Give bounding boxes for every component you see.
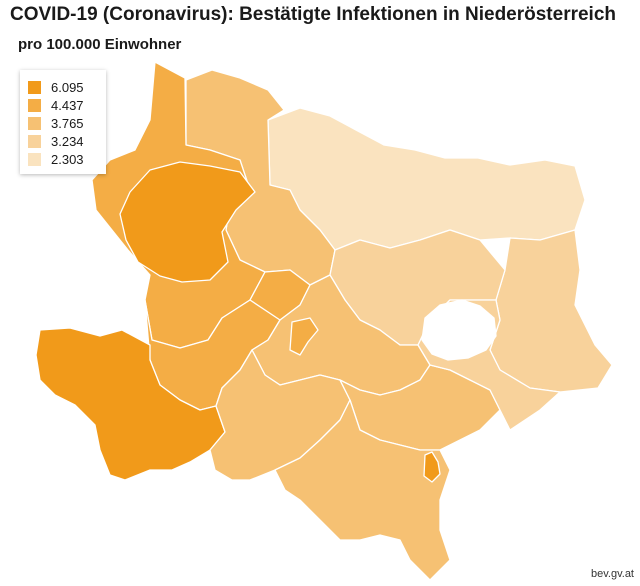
district-wiener-neustadt-city[interactable] — [423, 451, 441, 483]
legend-swatch — [28, 116, 41, 130]
legend-item: 3.765 — [28, 114, 98, 132]
legend-item: 4.437 — [28, 96, 98, 114]
legend-label: 4.437 — [51, 97, 84, 113]
legend-label: 3.765 — [51, 115, 84, 131]
legend-label: 6.095 — [51, 79, 84, 95]
legend-swatch — [28, 80, 41, 94]
source-credit: bev.gv.at — [590, 568, 634, 580]
legend-item: 2.303 — [28, 150, 98, 168]
legend-item: 6.095 — [28, 78, 98, 96]
legend-label: 3.234 — [51, 133, 84, 149]
district-region-east[interactable] — [489, 229, 613, 393]
legend-swatch — [28, 134, 41, 148]
vienna-enclave — [421, 299, 497, 361]
district-region-zwettl[interactable] — [119, 161, 256, 283]
district-region-south[interactable] — [274, 399, 451, 581]
legend-swatch — [28, 98, 41, 112]
district-krems-city[interactable] — [289, 317, 319, 356]
map-subtitle: pro 100.000 Einwohner — [18, 36, 182, 53]
map-title: COVID-19 (Coronavirus): Bestätigte Infek… — [10, 4, 617, 25]
legend-label: 2.303 — [51, 151, 84, 167]
legend-item: 3.234 — [28, 132, 98, 150]
map-legend: 6.095 4.437 3.765 3.234 2.303 — [20, 70, 106, 174]
legend-swatch — [28, 152, 41, 166]
district-region-amstetten[interactable] — [35, 327, 226, 481]
